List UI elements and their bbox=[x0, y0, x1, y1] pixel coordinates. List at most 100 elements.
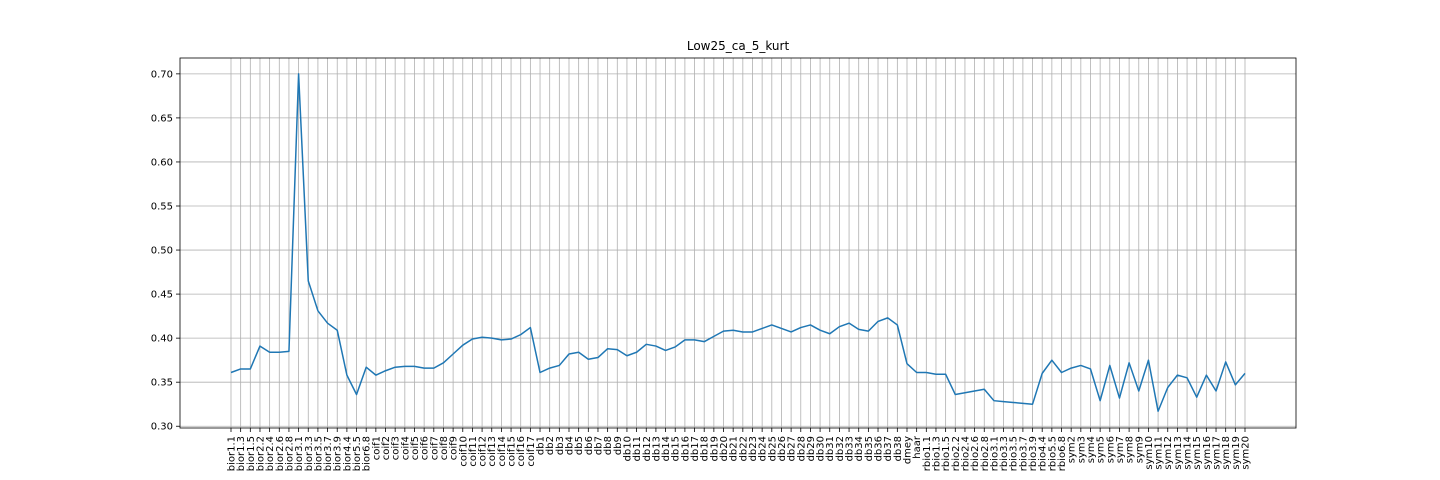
x-tick-label: sym2 bbox=[1067, 436, 1078, 463]
y-axis: 0.30 0.35 0.40 0.45 0.50 0.55 0.60 0.65 0.70 bbox=[151, 69, 180, 433]
x-tick-label: coif6 bbox=[420, 436, 431, 460]
y-tick-label: 0.50 bbox=[151, 246, 173, 257]
x-tick-label: rbio3.1 bbox=[989, 436, 1000, 471]
x-tick-label: sym15 bbox=[1192, 436, 1203, 470]
x-tick-label: sym14 bbox=[1183, 436, 1194, 470]
x-tick-label: db6 bbox=[584, 436, 595, 455]
x-tick-label: db25 bbox=[767, 436, 778, 461]
plot-area bbox=[230, 73, 1246, 413]
x-tick-label: db22 bbox=[738, 436, 749, 461]
x-tick-label: sym16 bbox=[1202, 436, 1213, 470]
x-tick-label: sym7 bbox=[1115, 436, 1126, 463]
x-tick-label: sym11 bbox=[1154, 436, 1165, 470]
y-tick-label: 0.35 bbox=[151, 378, 173, 389]
x-tick-label: sym18 bbox=[1221, 436, 1232, 470]
x-tick-label: coif7 bbox=[429, 436, 440, 460]
x-tick-label: bior3.9 bbox=[333, 436, 344, 471]
x-tick-label: db20 bbox=[719, 436, 730, 461]
y-tick-label: 0.65 bbox=[151, 113, 173, 124]
x-tick-label: db28 bbox=[796, 436, 807, 461]
x-tick-label: bior2.6 bbox=[275, 436, 286, 471]
x-tick-label: bior3.7 bbox=[323, 436, 334, 471]
x-tick-label: db26 bbox=[777, 436, 788, 461]
x-tick-label: coif12 bbox=[478, 436, 489, 467]
x-tick-label: coif3 bbox=[391, 436, 402, 460]
x-tick-label: sym3 bbox=[1076, 436, 1087, 463]
x-tick-label: db7 bbox=[593, 436, 604, 455]
x-tick-label: db37 bbox=[883, 436, 894, 461]
x-tick-label: db16 bbox=[680, 436, 691, 461]
axes-frame bbox=[179, 57, 1297, 429]
x-tick-label: rbio4.4 bbox=[1038, 436, 1049, 471]
y-tick-label: 0.30 bbox=[151, 422, 173, 433]
x-tick-label: db18 bbox=[700, 436, 711, 461]
grid-lines bbox=[180, 58, 1296, 428]
x-tick-label: db12 bbox=[642, 436, 653, 461]
x-tick-label: db27 bbox=[787, 436, 798, 461]
x-tick-label: bior1.3 bbox=[236, 436, 247, 471]
x-tick-label: sym13 bbox=[1173, 436, 1184, 470]
y-tick-label: 0.60 bbox=[151, 157, 173, 168]
x-tick-label: rbio2.2 bbox=[951, 436, 962, 471]
x-tick-label: coif4 bbox=[400, 436, 411, 460]
x-tick-label: rbio3.9 bbox=[1028, 436, 1039, 471]
x-tick-label: db35 bbox=[864, 436, 875, 461]
x-tick-label: bior3.1 bbox=[294, 436, 305, 471]
x-tick-label: db15 bbox=[671, 436, 682, 461]
x-axis: bior1.1bior1.3bior1.5bior2.2bior2.4bior2… bbox=[227, 428, 1252, 471]
x-tick-label: coif11 bbox=[468, 436, 479, 467]
x-tick-label: sym8 bbox=[1125, 436, 1136, 463]
x-tick-label: bior2.4 bbox=[265, 436, 276, 471]
x-tick-label: bior4.4 bbox=[342, 436, 353, 471]
x-tick-label: bior2.8 bbox=[284, 436, 295, 471]
x-tick-label: db5 bbox=[574, 436, 585, 455]
x-tick-label: db21 bbox=[729, 436, 740, 461]
x-tick-label: haar bbox=[912, 435, 923, 459]
x-tick-label: sym5 bbox=[1096, 436, 1107, 463]
x-tick-label: rbio2.6 bbox=[970, 436, 981, 471]
x-tick-label: coif9 bbox=[449, 436, 460, 460]
x-tick-label: rbio2.8 bbox=[980, 436, 991, 471]
x-tick-label: coif5 bbox=[410, 436, 421, 460]
x-tick-label: db38 bbox=[893, 436, 904, 461]
x-tick-label: db11 bbox=[632, 436, 643, 461]
x-tick-label: rbio3.3 bbox=[999, 436, 1010, 471]
x-tick-label: rbio3.5 bbox=[1009, 436, 1020, 471]
x-tick-label: rbio6.8 bbox=[1057, 436, 1068, 471]
x-tick-label: db3 bbox=[555, 436, 566, 455]
x-tick-label: coif15 bbox=[507, 436, 518, 467]
x-tick-label: bior1.5 bbox=[246, 436, 257, 471]
x-tick-label: db8 bbox=[603, 436, 614, 455]
x-tick-label: rbio3.7 bbox=[1018, 436, 1029, 471]
x-tick-label: rbio1.3 bbox=[931, 436, 942, 471]
x-tick-label: coif14 bbox=[497, 436, 508, 467]
x-tick-label: rbio1.5 bbox=[941, 436, 952, 471]
x-tick-label: coif17 bbox=[526, 436, 537, 467]
x-tick-label: coif8 bbox=[439, 436, 450, 460]
x-tick-label: bior2.2 bbox=[255, 436, 266, 471]
x-tick-label: db2 bbox=[545, 436, 556, 455]
x-tick-label: sym9 bbox=[1134, 436, 1145, 463]
x-tick-label: dmey bbox=[903, 436, 914, 464]
x-tick-label: db23 bbox=[748, 436, 759, 461]
x-tick-label: sym19 bbox=[1231, 436, 1242, 470]
x-tick-label: coif2 bbox=[381, 436, 392, 460]
x-tick-label: db14 bbox=[661, 436, 672, 461]
x-tick-label: db4 bbox=[565, 436, 576, 455]
y-tick-label: 0.55 bbox=[151, 202, 173, 213]
y-tick-label: 0.70 bbox=[151, 69, 173, 80]
chart-title: Low25_ca_5_kurt bbox=[687, 39, 790, 53]
x-tick-label: coif13 bbox=[487, 436, 498, 467]
x-tick-label: rbio2.4 bbox=[960, 436, 971, 471]
x-tick-label: db13 bbox=[651, 436, 662, 461]
x-tick-label: bior6.8 bbox=[362, 436, 373, 471]
x-tick-label: db24 bbox=[758, 436, 769, 461]
x-tick-label: bior1.1 bbox=[227, 436, 238, 471]
x-tick-label: sym6 bbox=[1105, 436, 1116, 463]
series-line bbox=[230, 73, 1246, 413]
x-tick-label: db10 bbox=[622, 436, 633, 461]
x-tick-label: db31 bbox=[825, 436, 836, 461]
x-tick-label: db33 bbox=[845, 436, 856, 461]
x-tick-label: db17 bbox=[690, 436, 701, 461]
